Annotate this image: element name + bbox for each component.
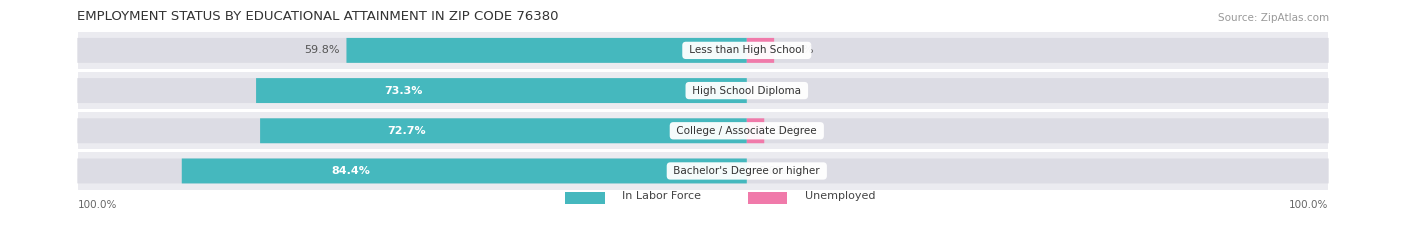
- Text: Source: ZipAtlas.com: Source: ZipAtlas.com: [1218, 13, 1329, 23]
- Text: 72.7%: 72.7%: [387, 126, 426, 136]
- FancyBboxPatch shape: [747, 118, 1329, 143]
- FancyBboxPatch shape: [747, 158, 1329, 183]
- Text: 3.0%: 3.0%: [776, 126, 804, 136]
- Text: EMPLOYMENT STATUS BY EDUCATIONAL ATTAINMENT IN ZIP CODE 76380: EMPLOYMENT STATUS BY EDUCATIONAL ATTAINM…: [77, 10, 558, 23]
- Text: College / Associate Degree: College / Associate Degree: [673, 126, 820, 136]
- FancyBboxPatch shape: [181, 158, 747, 183]
- Bar: [77, 71, 1329, 110]
- Bar: [77, 111, 1329, 151]
- Bar: [77, 31, 1329, 70]
- Bar: [77, 151, 1329, 191]
- Text: High School Diploma: High School Diploma: [689, 86, 804, 96]
- FancyBboxPatch shape: [77, 78, 747, 103]
- Text: In Labor Force: In Labor Force: [621, 191, 702, 201]
- FancyBboxPatch shape: [77, 118, 747, 143]
- Bar: [748, 192, 787, 205]
- FancyBboxPatch shape: [747, 38, 775, 63]
- FancyBboxPatch shape: [260, 118, 747, 143]
- Text: 100.0%: 100.0%: [77, 200, 117, 210]
- Bar: [565, 192, 605, 205]
- Text: Unemployed: Unemployed: [804, 191, 876, 201]
- FancyBboxPatch shape: [747, 38, 1329, 63]
- Text: 84.4%: 84.4%: [332, 166, 371, 176]
- Text: 59.8%: 59.8%: [304, 45, 339, 55]
- FancyBboxPatch shape: [77, 38, 747, 63]
- FancyBboxPatch shape: [747, 78, 1329, 103]
- FancyBboxPatch shape: [346, 38, 747, 63]
- FancyBboxPatch shape: [747, 118, 765, 143]
- Text: 0.0%: 0.0%: [758, 86, 786, 96]
- Text: 0.0%: 0.0%: [758, 166, 786, 176]
- Text: Less than High School: Less than High School: [686, 45, 807, 55]
- Text: Bachelor's Degree or higher: Bachelor's Degree or higher: [671, 166, 824, 176]
- FancyBboxPatch shape: [256, 78, 747, 103]
- FancyBboxPatch shape: [77, 158, 747, 183]
- Text: 4.7%: 4.7%: [786, 45, 814, 55]
- Text: 100.0%: 100.0%: [1289, 200, 1329, 210]
- Text: 73.3%: 73.3%: [384, 86, 422, 96]
